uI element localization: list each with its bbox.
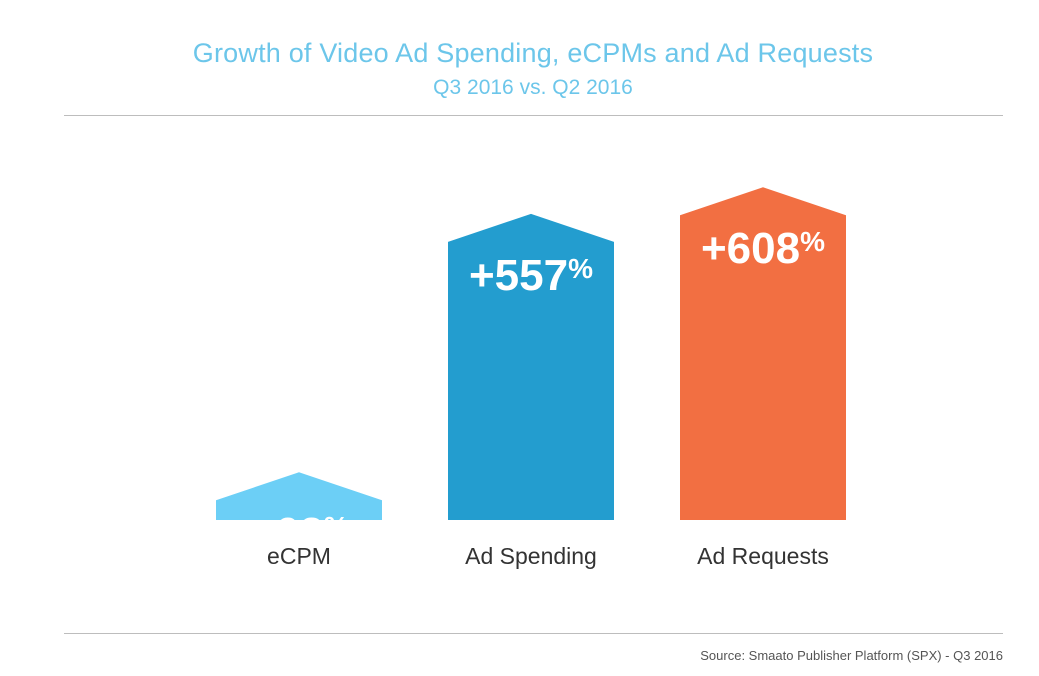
bar-ad-requests xyxy=(680,187,846,520)
top-divider xyxy=(64,115,1003,116)
source-note: Source: Smaato Publisher Platform (SPX) … xyxy=(700,648,1003,663)
chart-subtitle: Q3 2016 vs. Q2 2016 xyxy=(433,76,633,99)
bar-ecpm xyxy=(216,472,382,520)
category-label: Ad Spending xyxy=(465,543,597,569)
value-label: +557% xyxy=(469,251,593,300)
value-label: +608% xyxy=(701,224,825,273)
bottom-divider xyxy=(64,633,1003,634)
category-label: Ad Requests xyxy=(697,543,829,569)
bar-ad-spending xyxy=(448,213,614,520)
chart-title: Growth of Video Ad Spending, eCPMs and A… xyxy=(192,38,874,68)
category-label: eCPM xyxy=(267,543,331,569)
value-label: +62% xyxy=(249,509,349,558)
